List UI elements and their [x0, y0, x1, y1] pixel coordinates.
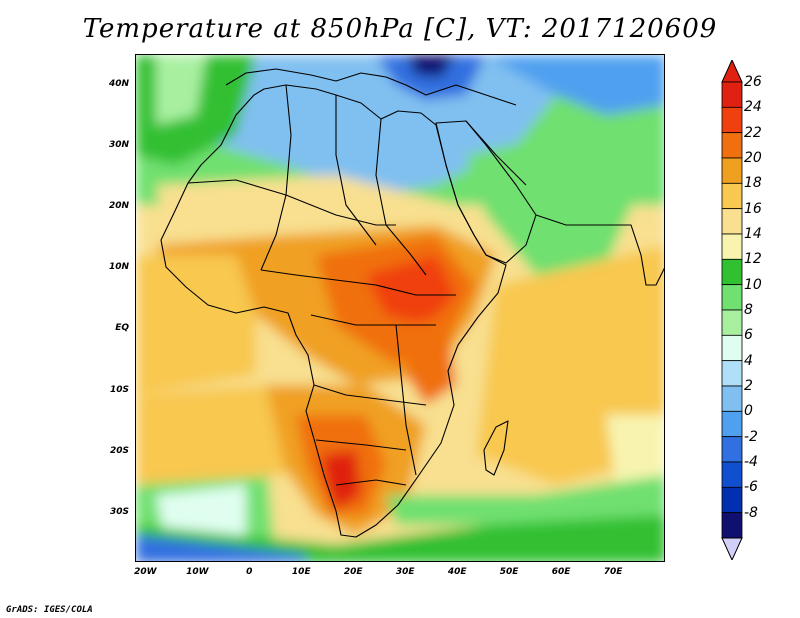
colorbar-bottom-triangle	[721, 537, 743, 560]
temperature-map	[135, 54, 665, 562]
colorbar-swatch	[721, 258, 743, 286]
lat-tick-label: 30N	[108, 139, 129, 150]
colorbar-label: 8	[744, 302, 753, 318]
colorbar-label: 2	[744, 378, 753, 394]
lon-tick-label: 10E	[291, 567, 311, 577]
lat-tick-label: 30S	[109, 507, 129, 518]
colorbar-label: 14	[744, 226, 762, 242]
colorbar-swatch	[721, 385, 743, 412]
lon-tick-label: 10W	[186, 567, 209, 577]
colorbar-label: 22	[744, 124, 762, 141]
colorbar-swatch	[721, 208, 743, 235]
colorbar-swatch	[721, 512, 743, 539]
lat-tick-label: 10S	[109, 384, 129, 395]
colorbar-swatch	[721, 360, 743, 387]
lon-tick-label: 70E	[603, 567, 623, 577]
colorbar-label: -8	[744, 504, 758, 521]
colorbar-label: 16	[744, 200, 762, 217]
colorbar-swatch	[721, 233, 743, 260]
colorbar-label: 10	[744, 276, 762, 293]
lon-tick-label: 0	[246, 567, 253, 577]
lon-tick-label: 20W	[134, 567, 157, 577]
colorbar-top-triangle	[721, 60, 743, 83]
colorbar-label: 6	[744, 327, 753, 344]
lat-tick-label: 20S	[109, 445, 129, 456]
colorbar-label: 20	[744, 150, 762, 166]
colorbar-swatch	[721, 157, 743, 184]
lat-tick-label: 10N	[108, 262, 129, 273]
colorbar-label: 0	[744, 403, 753, 420]
lat-tick-label: EQ	[115, 323, 129, 334]
colorbar-swatch	[721, 334, 743, 362]
colorbar-swatch	[721, 81, 743, 108]
coastlines-borders	[160, 68, 664, 538]
colorbar-swatch	[721, 486, 743, 514]
lon-tick-label: 60E	[551, 567, 571, 577]
colorbar-label: 26	[744, 74, 762, 90]
colorbar	[721, 60, 743, 560]
lon-tick-label: 50E	[499, 567, 519, 577]
colorbar-swatch	[721, 410, 743, 438]
lat-tick-label: 40N	[108, 78, 129, 89]
lat-tick-label: 20N	[108, 201, 129, 211]
colorbar-label: 12	[744, 251, 762, 268]
lon-tick-label: 30E	[395, 567, 415, 577]
grads-credit: GrADS: IGES/COLA	[6, 605, 93, 615]
lon-tick-label: 20E	[343, 567, 363, 577]
colorbar-swatch	[721, 461, 743, 488]
colorbar-label: -4	[744, 454, 758, 470]
colorbar-swatch	[721, 309, 743, 336]
colorbar-label: -2	[744, 428, 758, 445]
colorbar-swatch	[721, 106, 743, 134]
colorbar-swatch	[721, 436, 743, 463]
colorbar-swatch	[721, 284, 743, 311]
colorbar-label: 4	[744, 352, 753, 369]
lon-tick-label: 40E	[447, 567, 467, 577]
colorbar-label: 18	[744, 175, 762, 192]
chart-title: Temperature at 850hPa [C], VT: 201712060…	[82, 14, 718, 44]
colorbar-label: -6	[744, 479, 758, 496]
colorbar-swatch	[721, 182, 743, 210]
map-canvas	[136, 55, 664, 561]
temperature-field	[136, 55, 664, 561]
colorbar-swatch	[721, 132, 743, 159]
colorbar-label: 24	[744, 99, 762, 116]
